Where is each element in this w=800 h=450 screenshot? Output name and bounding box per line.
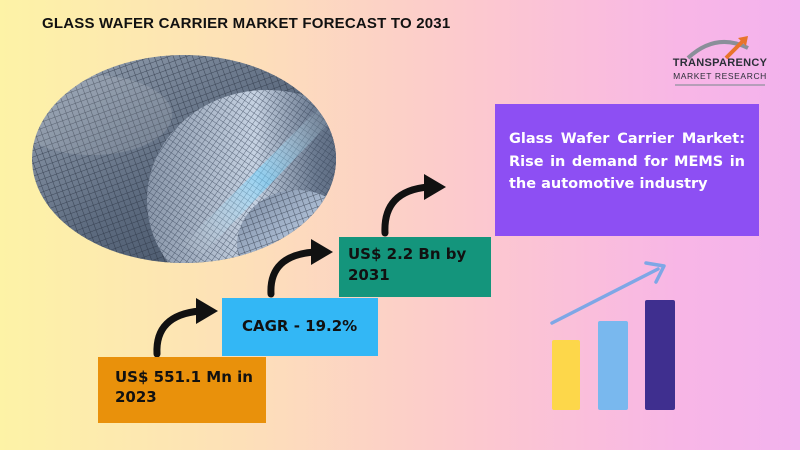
- trend-arrow-head: [644, 261, 666, 284]
- curved-arrow-icon: [153, 298, 218, 358]
- page-title: GLASS WAFER CARRIER MARKET FORECAST TO 2…: [42, 15, 451, 32]
- growth-chart-icon: [550, 261, 675, 410]
- logo-tagline-bar: [675, 84, 765, 86]
- cagr-box: CAGR - 19.2%: [222, 298, 378, 356]
- wafer-image: [32, 55, 336, 263]
- highlight-box: Glass Wafer Carrier Market: Rise in dema…: [495, 104, 759, 236]
- growth-bar-3: [645, 300, 675, 410]
- logo-swoosh-icon: [686, 36, 749, 60]
- trend-arrow: [550, 267, 660, 325]
- forecast-line-1: US$ 2.2 Bn by: [348, 245, 467, 263]
- growth-bar-1: [552, 340, 580, 410]
- forecast-value-box: US$ 2.2 Bn by 2031: [339, 237, 491, 297]
- curved-arrow-icon: [381, 174, 446, 237]
- logo-line-2: MARKET RESEARCH: [673, 71, 767, 81]
- cagr-text: CAGR - 19.2%: [242, 317, 358, 335]
- forecast-line-2: 2031: [348, 266, 390, 284]
- logo: TRANSPARENCY MARKET RESEARCH: [666, 36, 774, 94]
- base-value-box: US$ 551.1 Mn in 2023: [98, 357, 266, 423]
- growth-bar-2: [598, 321, 628, 410]
- logo-line-1: TRANSPARENCY: [672, 57, 768, 69]
- highlight-text: Glass Wafer Carrier Market: Rise in dema…: [509, 131, 745, 192]
- base-value-line-2: 2023: [115, 388, 157, 406]
- base-value-line-1: US$ 551.1 Mn in: [115, 368, 253, 386]
